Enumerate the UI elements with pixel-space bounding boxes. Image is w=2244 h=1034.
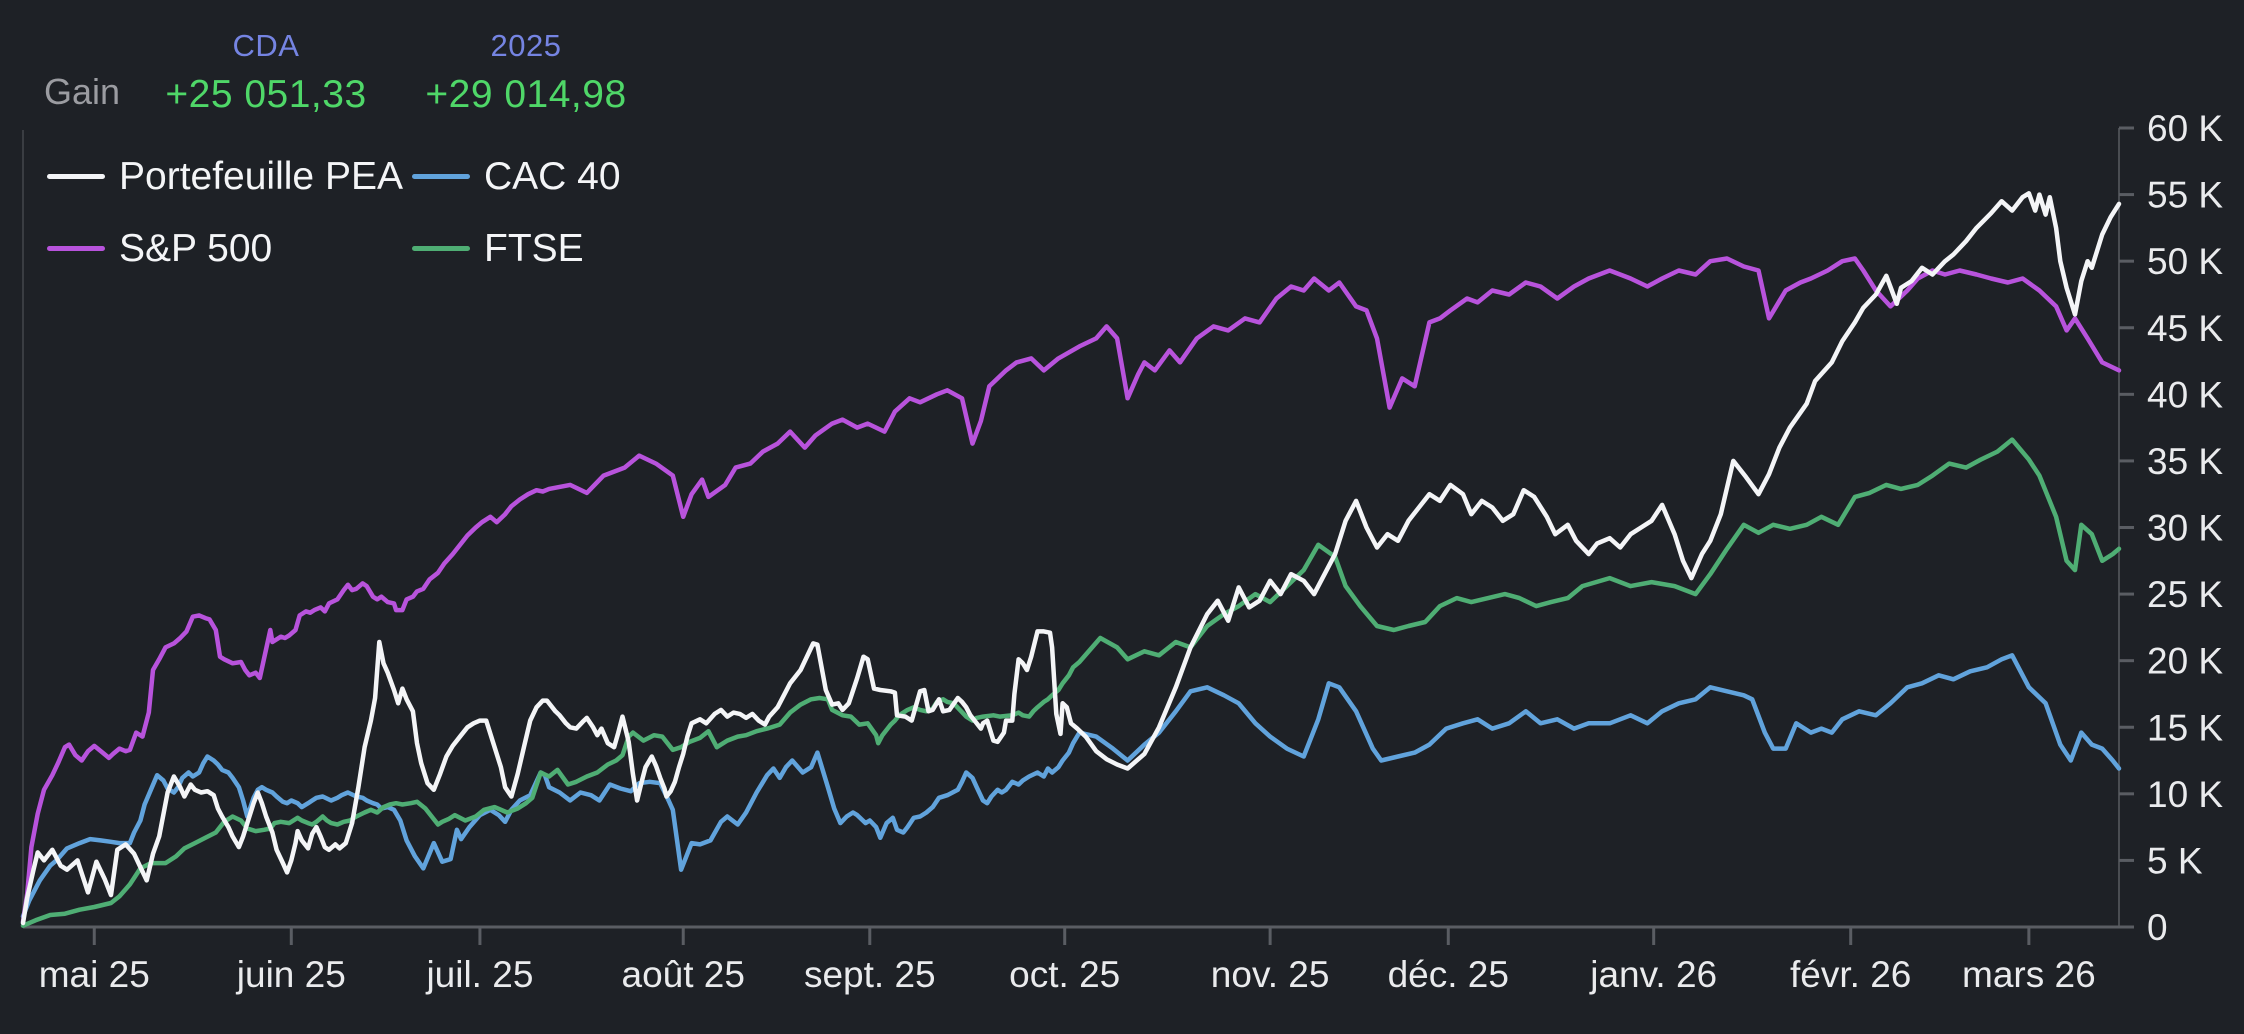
x-tick-label: oct. 25 [1009, 954, 1120, 995]
x-tick-label: janv. 26 [1589, 954, 1717, 995]
x-tick-label: déc. 25 [1388, 954, 1509, 995]
gain-value-cda: +25 051,33 [165, 73, 367, 116]
column-title-cda: CDA [232, 28, 300, 63]
legend: Portefeuille PEA CAC 40 S&P 500 FTSE [47, 153, 621, 271]
y-tick-label: 0 [2147, 907, 2168, 948]
gain-column-2025: 2025 +29 014,98 [420, 30, 632, 114]
column-title-2025: 2025 [490, 28, 562, 63]
legend-swatch-portfolio [47, 173, 105, 179]
y-tick-label: 25 K [2147, 574, 2223, 615]
x-tick-label: févr. 26 [1790, 954, 1911, 995]
y-tick-label: 40 K [2147, 374, 2223, 415]
x-tick-label: mars 26 [1962, 954, 2096, 995]
x-tick-label: juil. 25 [425, 954, 533, 995]
legend-swatch-sp500 [47, 245, 105, 251]
legend-item-ftse[interactable]: FTSE [412, 225, 621, 271]
y-tick-label: 50 K [2147, 241, 2223, 282]
series-line-ftse [20, 437, 2122, 928]
gain-row-label: Gain [44, 71, 121, 112]
legend-swatch-cac40 [412, 173, 470, 179]
x-tick-label: mai 25 [39, 954, 150, 995]
legend-label: CAC 40 [484, 154, 621, 198]
x-tick-label: août 25 [622, 954, 745, 995]
legend-label: Portefeuille PEA [119, 154, 403, 198]
y-tick-label: 45 K [2147, 308, 2223, 349]
x-tick-label: nov. 25 [1211, 954, 1330, 995]
legend-label: S&P 500 [119, 226, 273, 270]
y-tick-label: 35 K [2147, 441, 2223, 482]
y-tick-label: 30 K [2147, 508, 2223, 549]
x-tick-label: sept. 25 [804, 954, 936, 995]
y-tick-label: 10 K [2147, 774, 2223, 815]
legend-item-portfolio[interactable]: Portefeuille PEA [47, 153, 412, 199]
y-tick-label: 20 K [2147, 641, 2223, 682]
series-line-sp500 [20, 256, 2122, 924]
gain-column-cda: CDA +25 051,33 [160, 30, 372, 114]
x-tick-label: juin 25 [236, 954, 346, 995]
series-line-cac40 [20, 653, 2122, 919]
series-line-portfolio [20, 191, 2122, 926]
legend-item-cac40[interactable]: CAC 40 [412, 153, 621, 199]
legend-item-sp500[interactable]: S&P 500 [47, 225, 412, 271]
y-tick-label: 5 K [2147, 840, 2203, 881]
y-tick-label: 15 K [2147, 707, 2223, 748]
y-tick-label: 60 K [2147, 108, 2223, 149]
y-tick-label: 55 K [2147, 175, 2223, 216]
gain-value-2025: +29 014,98 [425, 73, 627, 116]
legend-swatch-ftse [412, 245, 470, 251]
legend-label: FTSE [484, 226, 584, 270]
